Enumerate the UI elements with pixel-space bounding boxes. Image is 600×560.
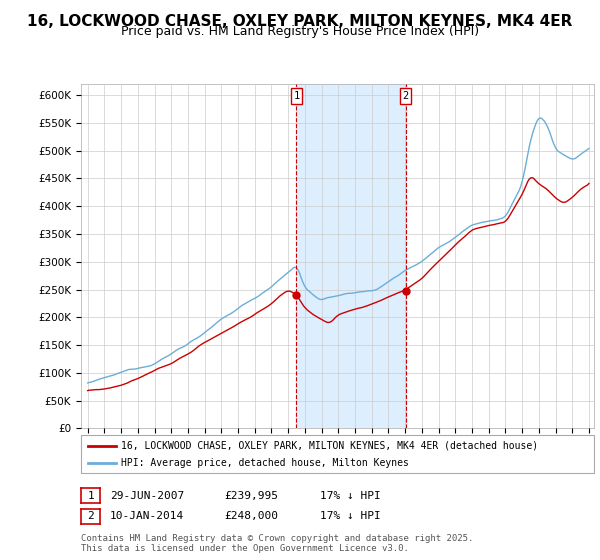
Text: 29-JUN-2007: 29-JUN-2007 (110, 491, 184, 501)
Text: Contains HM Land Registry data © Crown copyright and database right 2025.
This d: Contains HM Land Registry data © Crown c… (81, 534, 473, 553)
Text: £239,995: £239,995 (224, 491, 278, 501)
Text: 16, LOCKWOOD CHASE, OXLEY PARK, MILTON KEYNES, MK4 4ER (detached house): 16, LOCKWOOD CHASE, OXLEY PARK, MILTON K… (121, 441, 538, 451)
Text: 1: 1 (87, 491, 94, 501)
Text: 16, LOCKWOOD CHASE, OXLEY PARK, MILTON KEYNES, MK4 4ER: 16, LOCKWOOD CHASE, OXLEY PARK, MILTON K… (28, 14, 572, 29)
Bar (296, 84, 406, 428)
Text: 10-JAN-2014: 10-JAN-2014 (110, 511, 184, 521)
Text: £248,000: £248,000 (224, 511, 278, 521)
Text: 2: 2 (403, 91, 409, 101)
Text: 17% ↓ HPI: 17% ↓ HPI (320, 491, 380, 501)
Text: 1: 1 (293, 91, 299, 101)
Text: HPI: Average price, detached house, Milton Keynes: HPI: Average price, detached house, Milt… (121, 458, 409, 468)
Text: Price paid vs. HM Land Registry's House Price Index (HPI): Price paid vs. HM Land Registry's House … (121, 25, 479, 38)
Text: 17% ↓ HPI: 17% ↓ HPI (320, 511, 380, 521)
Text: 2: 2 (87, 511, 94, 521)
